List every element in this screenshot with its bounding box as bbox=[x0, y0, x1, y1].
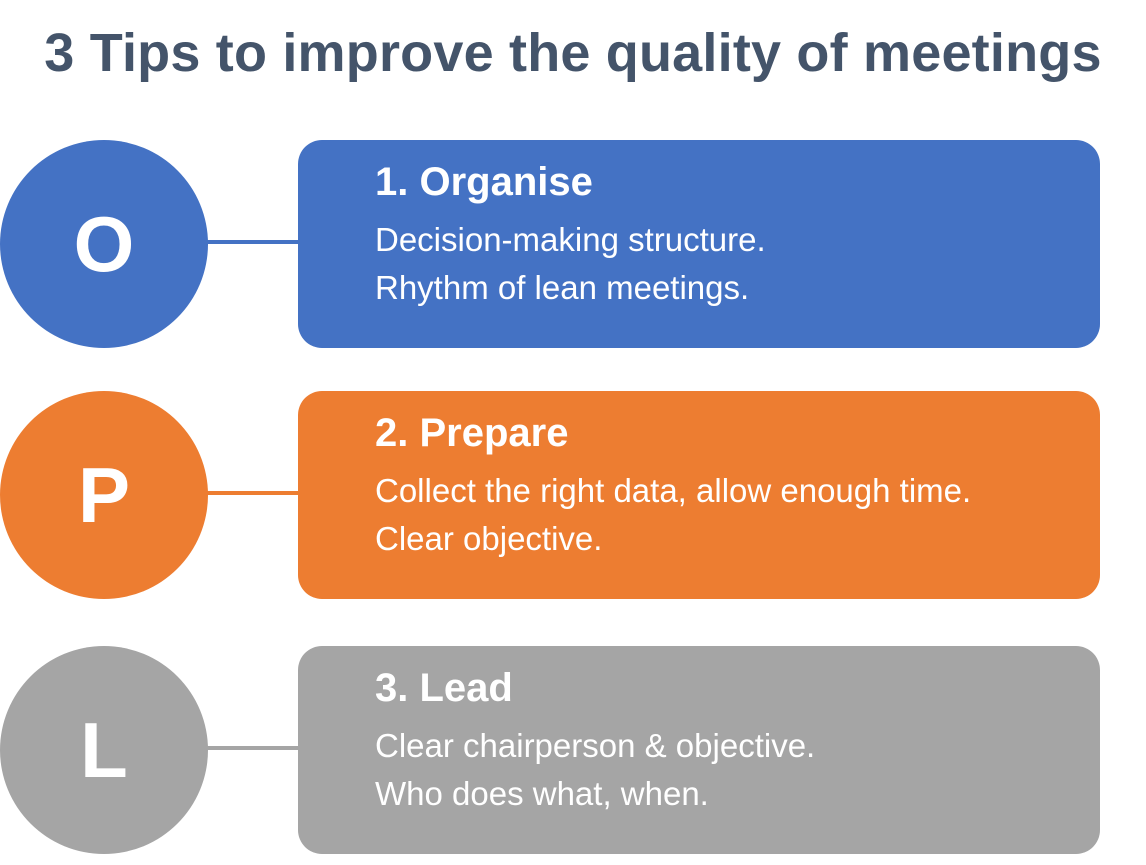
tip-description-line: Collect the right data, allow enough tim… bbox=[375, 472, 972, 509]
tip-heading: 2. Prepare bbox=[375, 411, 569, 455]
tip-heading: 1. Organise bbox=[375, 160, 593, 204]
tip-lead: L 3. Lead Clear chairperson & objective.… bbox=[0, 646, 1146, 856]
connector-line bbox=[206, 240, 300, 244]
connector-line bbox=[206, 746, 300, 750]
tip-card: 3. Lead Clear chairperson & objective. W… bbox=[298, 646, 1100, 854]
tip-description-line: Clear objective. bbox=[375, 520, 603, 557]
tip-card: 2. Prepare Collect the right data, allow… bbox=[298, 391, 1100, 599]
tip-card: 1. Organise Decision-making structure. R… bbox=[298, 140, 1100, 348]
connector-line bbox=[206, 491, 300, 495]
tip-prepare: P 2. Prepare Collect the right data, all… bbox=[0, 391, 1146, 601]
tip-letter-badge: L bbox=[0, 646, 208, 854]
tip-heading: 3. Lead bbox=[375, 666, 513, 710]
tip-description-line: Decision-making structure. bbox=[375, 221, 766, 258]
tip-description-line: Who does what, when. bbox=[375, 775, 709, 812]
tip-description-line: Rhythm of lean meetings. bbox=[375, 269, 750, 306]
page-title: 3 Tips to improve the quality of meeting… bbox=[44, 23, 1102, 83]
tip-letter-badge: P bbox=[0, 391, 208, 599]
tip-organise: O 1. Organise Decision-making structure.… bbox=[0, 140, 1146, 350]
tip-description-line: Clear chairperson & objective. bbox=[375, 727, 816, 764]
tip-letter-badge: O bbox=[0, 140, 208, 348]
